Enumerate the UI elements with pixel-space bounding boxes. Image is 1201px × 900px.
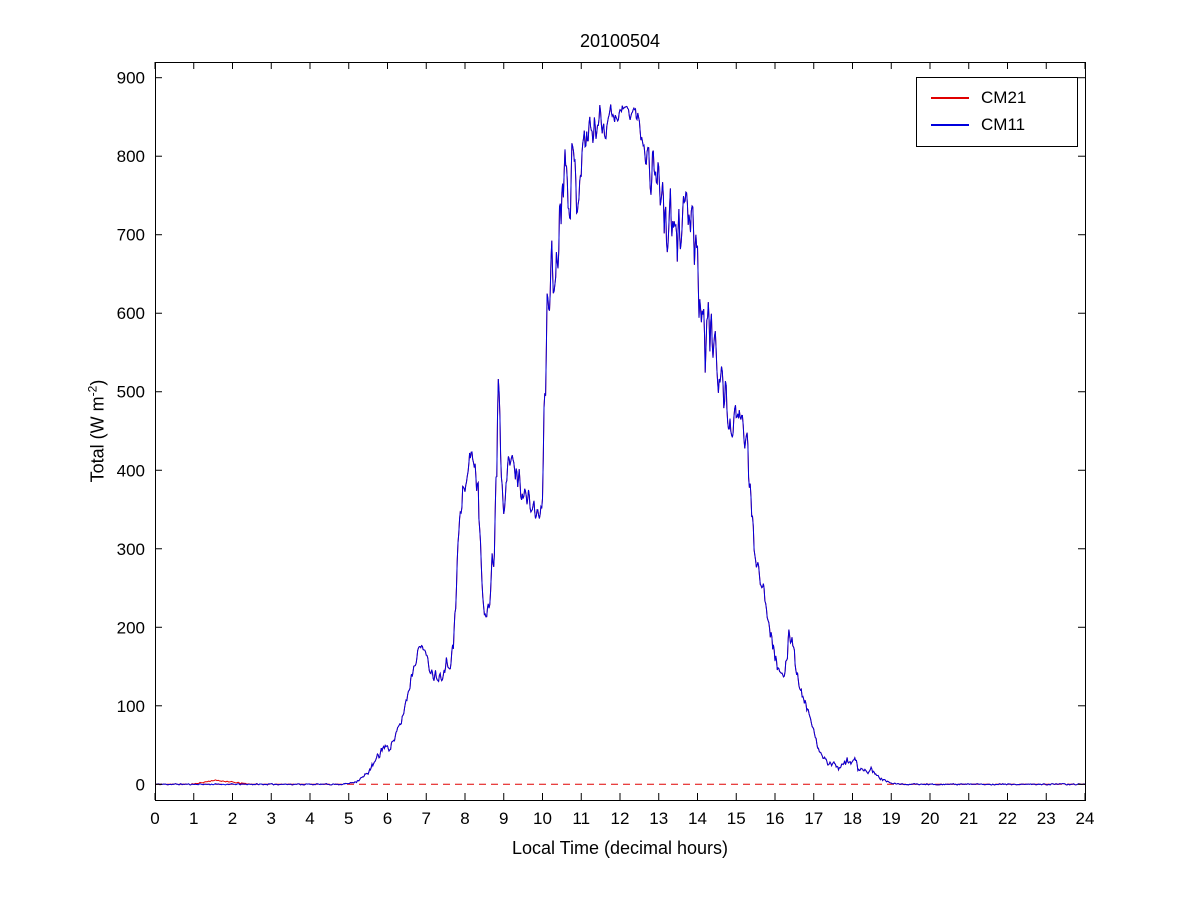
x-tick-label: 18	[843, 809, 862, 828]
x-tick-label: 15	[727, 809, 746, 828]
y-tick-label: 0	[136, 775, 145, 794]
x-tick-label: 11	[572, 809, 590, 828]
y-tick-label: 100	[117, 697, 145, 716]
y-tick-label: 800	[117, 147, 145, 166]
x-tick-label: 6	[383, 809, 392, 828]
x-tick-label: 8	[460, 809, 469, 828]
x-tick-label: 5	[344, 809, 353, 828]
x-tick-label: 2	[228, 809, 237, 828]
legend-entry-cm21: CM21	[917, 85, 1077, 112]
x-tick-label: 3	[267, 809, 276, 828]
series-line-cm11	[155, 104, 1086, 786]
x-tick-label: 21	[959, 809, 978, 828]
legend: CM21 CM11	[916, 77, 1078, 148]
x-tick-label: 22	[998, 809, 1017, 828]
legend-label: CM11	[981, 114, 1026, 134]
x-tick-label: 10	[533, 809, 552, 828]
y-tick-label: 500	[117, 383, 145, 402]
plot-title: 20100504	[579, 31, 661, 51]
x-tick-label: 4	[305, 809, 314, 828]
y-tick-label: 900	[117, 69, 145, 88]
legend-label: CM21	[981, 88, 1027, 107]
x-tick-label: 20	[921, 809, 940, 828]
y-tick-label: 200	[117, 618, 145, 637]
y-axis-label: Total (W m-2)	[86, 380, 109, 483]
y-axis-label-text: Total (W m	[87, 396, 108, 483]
x-tick-label: 1	[189, 809, 198, 828]
y-tick-label: 700	[117, 226, 145, 245]
x-tick-label: 17	[804, 809, 823, 828]
x-tick-label: 0	[150, 809, 159, 828]
x-tick-label: 14	[688, 809, 707, 828]
x-tick-label: 7	[422, 809, 431, 828]
x-axis-label: Local Time (decimal hours)	[511, 838, 729, 858]
y-axis-label-superscript: -2	[85, 385, 100, 397]
series-line-cm21	[155, 104, 1086, 786]
y-tick-label: 400	[117, 461, 145, 480]
y-tick-label: 300	[117, 540, 145, 559]
x-tick-label: 12	[611, 809, 630, 828]
y-axis-label-suffix: )	[87, 379, 108, 386]
x-tick-label: 16	[766, 809, 785, 828]
y-axis-ticks: 0 100 200 300 400 500 600 700 800 900	[117, 69, 1085, 794]
x-tick-label: 19	[882, 809, 901, 828]
x-tick-label: 24	[1076, 809, 1095, 828]
x-tick-label: 9	[499, 809, 508, 828]
x-tick-label: 23	[1037, 809, 1056, 828]
legend-line-swatch	[931, 97, 969, 100]
legend-entry-cm11: CM11	[917, 112, 1077, 139]
x-axis-ticks: 0 1 2 3 4 5 6 7 8 9 10 11 12 13 14 15 16 17 18 19 20 21 22 23 24	[150, 62, 1094, 828]
axes-box	[155, 62, 1086, 801]
legend-line-swatch	[931, 124, 969, 127]
x-tick-label: 13	[649, 809, 668, 828]
y-tick-label: 600	[117, 304, 145, 323]
